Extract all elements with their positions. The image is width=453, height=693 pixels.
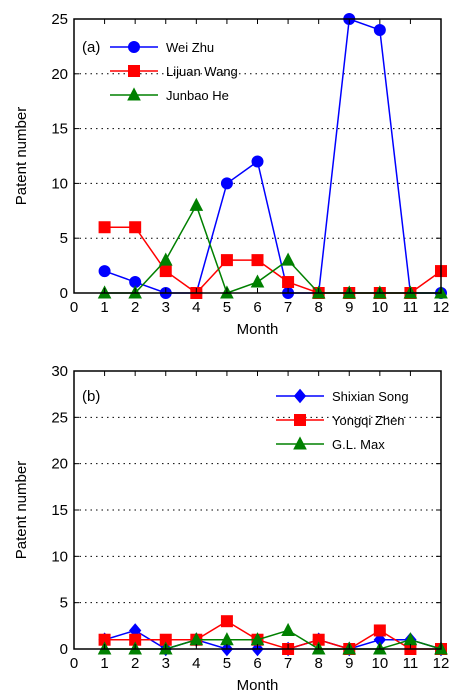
legend-marker <box>128 41 140 53</box>
x-tick-label: 7 <box>284 299 292 316</box>
x-tick-label: 11 <box>403 299 419 316</box>
data-point <box>98 265 111 278</box>
x-tick-label: 7 <box>284 655 292 672</box>
data-point <box>98 221 111 234</box>
x-axis-label: Month <box>237 321 279 338</box>
y-tick-label: 0 <box>60 641 68 658</box>
x-tick-label: 5 <box>223 299 231 316</box>
series-line-2 <box>104 226 442 294</box>
y-tick-label: 0 <box>60 285 68 302</box>
x-tick-label: 0 <box>70 655 78 672</box>
y-tick-label: 25 <box>51 11 68 28</box>
panel-label: (b) <box>82 388 100 405</box>
y-tick-label: 30 <box>51 363 68 380</box>
data-point <box>251 254 264 267</box>
x-tick-label: 1 <box>100 655 108 672</box>
data-point <box>281 252 295 266</box>
data-point <box>250 274 265 288</box>
x-tick-label: 12 <box>433 299 450 316</box>
x-tick-label: 5 <box>223 655 231 672</box>
y-tick-label: 25 <box>51 409 68 426</box>
y-tick-label: 15 <box>51 121 68 138</box>
x-tick-label: 1 <box>100 299 108 316</box>
data-point <box>158 252 173 266</box>
y-tick-label: 5 <box>60 595 68 612</box>
x-tick-label: 2 <box>131 655 139 672</box>
data-point <box>220 615 233 628</box>
y-axis-label: Patent number <box>13 107 30 205</box>
legend-marker <box>294 414 306 426</box>
y-tick-label: 15 <box>51 502 68 519</box>
x-tick-label: 11 <box>403 655 419 672</box>
x-tick-label: 10 <box>371 655 388 672</box>
legend-label: Yongqi Zhen <box>332 413 405 428</box>
data-point <box>129 221 142 234</box>
data-point <box>373 624 386 637</box>
x-tick-label: 4 <box>192 299 200 316</box>
legend-label: Junbao He <box>166 88 229 103</box>
y-tick-label: 20 <box>51 456 68 473</box>
legend-marker <box>128 65 140 77</box>
y-tick-label: 10 <box>51 548 68 565</box>
data-point <box>281 622 295 636</box>
x-tick-label: 12 <box>433 655 450 672</box>
legend-label: Lijuan Wang <box>166 64 238 79</box>
data-point <box>159 265 172 278</box>
data-point <box>251 155 264 168</box>
data-point <box>220 177 233 190</box>
x-tick-label: 0 <box>70 299 78 316</box>
x-tick-label: 4 <box>192 655 200 672</box>
legend-marker <box>127 87 141 101</box>
y-tick-label: 10 <box>51 175 68 192</box>
data-point <box>220 254 233 267</box>
x-tick-label: 10 <box>371 299 388 316</box>
x-axis-label: Month <box>237 677 279 693</box>
data-point <box>373 23 386 36</box>
x-tick-label: 9 <box>345 299 353 316</box>
x-tick-label: 2 <box>131 299 139 316</box>
legend-marker <box>293 436 307 450</box>
chart-panel-b: 0 1 2 3 4 5 6 7 8 9 10 11 12051015202530MonthPatent … <box>13 363 449 693</box>
legend-label: Shixian Song <box>332 389 409 404</box>
x-tick-label: 3 <box>162 655 170 672</box>
data-point <box>282 276 295 289</box>
y-tick-label: 5 <box>60 230 68 247</box>
legend-label: Wei Zhu <box>166 40 214 55</box>
x-tick-label: 8 <box>314 299 322 316</box>
y-axis-label: Patent number <box>13 461 30 559</box>
data-point <box>189 197 204 211</box>
legend-label: G.L. Max <box>332 437 385 452</box>
x-tick-label: 3 <box>162 299 170 316</box>
x-tick-label: 6 <box>253 299 261 316</box>
legend-marker <box>293 388 307 404</box>
series-line-1 <box>104 17 441 294</box>
series-line-3 <box>104 203 441 294</box>
x-tick-label: 6 <box>253 655 261 672</box>
y-tick-label: 20 <box>51 66 68 83</box>
panel-label: (a) <box>82 39 100 56</box>
x-tick-label: 9 <box>345 655 353 672</box>
x-tick-label: 8 <box>314 655 322 672</box>
